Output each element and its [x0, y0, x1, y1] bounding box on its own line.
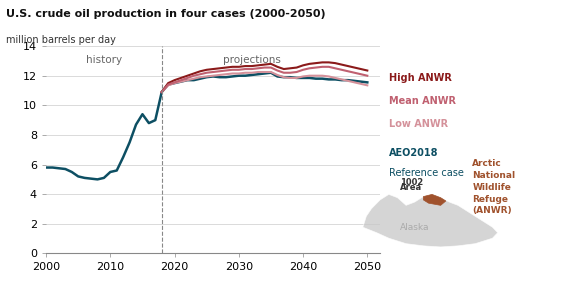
- Polygon shape: [423, 194, 446, 205]
- Text: million barrels per day: million barrels per day: [6, 35, 116, 45]
- Text: Alaska: Alaska: [400, 223, 430, 232]
- Polygon shape: [363, 194, 498, 247]
- Text: Area: Area: [400, 183, 422, 192]
- Text: Low ANWR: Low ANWR: [389, 119, 448, 129]
- Text: projections: projections: [223, 55, 281, 65]
- Text: AEO2018: AEO2018: [389, 148, 438, 158]
- Text: 1002: 1002: [400, 178, 423, 187]
- Text: U.S. crude oil production in four cases (2000-2050): U.S. crude oil production in four cases …: [6, 9, 325, 19]
- Text: High ANWR: High ANWR: [389, 73, 452, 83]
- Text: history: history: [86, 55, 122, 65]
- Text: Arctic
National
Wildlife
Refuge
(ANWR): Arctic National Wildlife Refuge (ANWR): [472, 159, 516, 215]
- Text: Reference case: Reference case: [389, 168, 464, 178]
- Text: Mean ANWR: Mean ANWR: [389, 96, 456, 106]
